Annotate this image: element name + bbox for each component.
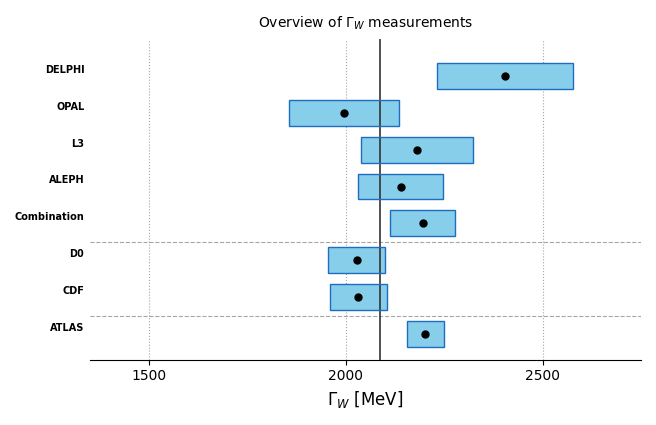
Bar: [407, 329, 443, 338]
Bar: [407, 321, 443, 347]
Bar: [390, 219, 455, 228]
Bar: [358, 174, 443, 199]
Bar: [361, 145, 472, 154]
Text: L3: L3: [72, 139, 85, 149]
Bar: [358, 182, 443, 191]
Bar: [361, 137, 472, 163]
Text: ALEPH: ALEPH: [49, 176, 85, 185]
Title: Overview of $\Gamma_W$ measurements: Overview of $\Gamma_W$ measurements: [258, 15, 473, 32]
Bar: [329, 247, 385, 273]
Bar: [330, 284, 386, 310]
Bar: [289, 108, 400, 117]
Bar: [437, 63, 573, 89]
Bar: [330, 293, 386, 301]
Bar: [437, 71, 573, 80]
Text: DELPHI: DELPHI: [45, 65, 85, 75]
Text: OPAL: OPAL: [56, 102, 85, 112]
X-axis label: $\Gamma_W$ [MeV]: $\Gamma_W$ [MeV]: [327, 389, 403, 410]
Text: Combination: Combination: [14, 212, 85, 222]
Bar: [329, 256, 385, 265]
Text: D0: D0: [70, 249, 85, 259]
Bar: [289, 100, 400, 126]
Text: ATLAS: ATLAS: [50, 323, 85, 333]
Text: CDF: CDF: [62, 286, 85, 296]
Bar: [390, 210, 455, 236]
